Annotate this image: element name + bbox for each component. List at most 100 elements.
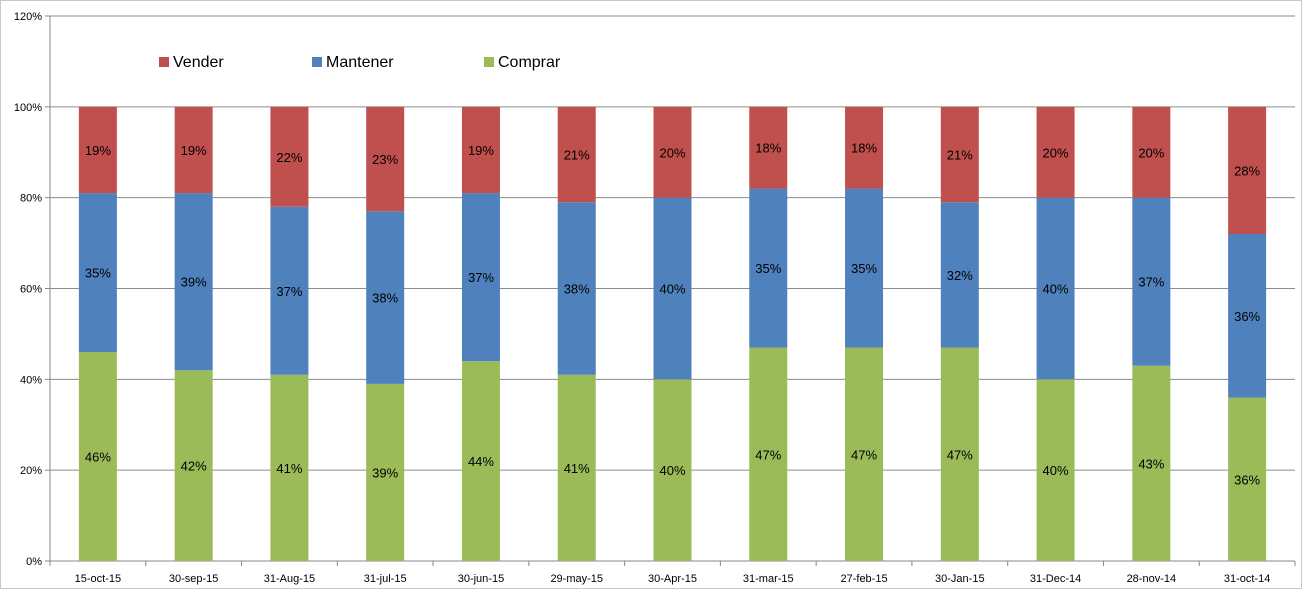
x-tick-label: 31-Dec-14 [1030, 573, 1081, 585]
bar-segment-vender [174, 106, 213, 194]
x-tick-label: 30-jun-15 [458, 573, 504, 585]
bar-segment-vender [845, 106, 884, 189]
bar-segment-vender [940, 106, 979, 203]
x-tick-label: 31-jul-15 [364, 573, 407, 585]
bar-segment-comprar [366, 383, 405, 561]
legend-label-vender: Vender [173, 54, 224, 71]
x-tick-label: 30-Apr-15 [648, 573, 697, 585]
bar-segment-vender [749, 106, 788, 189]
data-label: 44% [468, 454, 494, 469]
data-label: 38% [564, 282, 590, 297]
legend-swatch-mantener [312, 57, 322, 67]
bar-segment-mantener [1228, 234, 1267, 398]
data-label: 19% [85, 143, 111, 158]
data-label: 18% [851, 141, 877, 156]
legend-label-mantener: Mantener [326, 54, 394, 71]
bar-segment-mantener [1036, 197, 1075, 380]
data-label: 39% [372, 465, 398, 480]
bar-segment-mantener [174, 193, 213, 371]
data-label: 21% [947, 148, 973, 163]
bar-segment-mantener [749, 188, 788, 348]
bar-segment-mantener [366, 211, 405, 384]
data-label: 32% [947, 268, 973, 283]
bar-segment-comprar [653, 379, 692, 561]
bar-segment-comprar [174, 370, 213, 561]
bar-segment-vender [1228, 106, 1267, 234]
bar-segment-comprar [78, 352, 117, 561]
x-tick-label: 31-mar-15 [743, 573, 794, 585]
y-tick-label: 100% [14, 102, 42, 114]
x-tick-label: 15-oct-15 [75, 573, 121, 585]
bar-segment-comprar [1228, 397, 1267, 561]
bar-segment-vender [653, 106, 692, 198]
data-label: 40% [659, 463, 685, 478]
data-label: 40% [659, 282, 685, 297]
bar-segment-vender [1132, 106, 1171, 198]
data-label: 20% [659, 145, 685, 160]
bar-segment-vender [461, 106, 500, 194]
bar-segment-vender [557, 106, 596, 203]
data-label: 43% [1138, 456, 1164, 471]
data-label: 40% [1043, 282, 1069, 297]
bar-segment-mantener [270, 206, 309, 375]
data-label: 20% [1043, 145, 1069, 160]
data-label: 40% [1043, 463, 1069, 478]
bar-segment-vender [270, 106, 309, 207]
x-tick-label: 27-feb-15 [840, 573, 887, 585]
data-label: 39% [181, 275, 207, 290]
bar-segment-comprar [270, 374, 309, 561]
data-label: 37% [468, 270, 494, 285]
y-tick-label: 120% [14, 11, 42, 23]
bar-segment-comprar [940, 347, 979, 561]
data-label: 35% [851, 261, 877, 276]
data-label: 20% [1138, 145, 1164, 160]
bar-segment-comprar [557, 374, 596, 561]
bar-segment-comprar [749, 347, 788, 561]
bar-segment-mantener [1132, 197, 1171, 366]
data-label: 35% [85, 266, 111, 281]
data-label: 22% [276, 150, 302, 165]
bar-segment-comprar [845, 347, 884, 561]
x-tick-label: 28-nov-14 [1127, 573, 1177, 585]
data-label: 41% [276, 461, 302, 476]
legend-label-comprar: Comprar [498, 54, 561, 71]
y-tick-label: 20% [20, 465, 42, 477]
data-label: 41% [564, 461, 590, 476]
data-label: 47% [755, 447, 781, 462]
x-tick-label: 29-may-15 [550, 573, 603, 585]
bar-segment-comprar [1036, 379, 1075, 561]
data-label: 42% [181, 459, 207, 474]
legend-swatch-vender [159, 57, 169, 67]
x-tick-label: 31-Aug-15 [264, 573, 315, 585]
data-label: 47% [947, 447, 973, 462]
bar-segment-comprar [461, 361, 500, 561]
bar-segment-vender [366, 106, 405, 212]
bar-segment-mantener [461, 193, 500, 362]
data-label: 47% [851, 447, 877, 462]
bar-segment-mantener [653, 197, 692, 380]
bar-segment-comprar [1132, 365, 1171, 561]
bar-segment-mantener [845, 188, 884, 348]
legend-swatch-comprar [484, 57, 494, 67]
y-tick-label: 0% [26, 556, 42, 568]
data-label: 21% [564, 148, 590, 163]
data-label: 19% [181, 143, 207, 158]
bar-segment-mantener [78, 193, 117, 353]
bar-segment-mantener [557, 202, 596, 375]
data-label: 37% [1138, 275, 1164, 290]
data-label: 37% [276, 284, 302, 299]
bar-segment-vender [1036, 106, 1075, 198]
data-label: 36% [1234, 309, 1260, 324]
data-label: 35% [755, 261, 781, 276]
bar-segment-vender [78, 106, 117, 194]
data-label: 19% [468, 143, 494, 158]
x-tick-label: 30-sep-15 [169, 573, 219, 585]
y-tick-label: 80% [20, 193, 42, 205]
x-tick-label: 30-Jan-15 [935, 573, 985, 585]
data-label: 28% [1234, 163, 1260, 178]
bar-segment-mantener [940, 202, 979, 348]
y-tick-label: 40% [20, 374, 42, 386]
y-tick-label: 60% [20, 284, 42, 296]
